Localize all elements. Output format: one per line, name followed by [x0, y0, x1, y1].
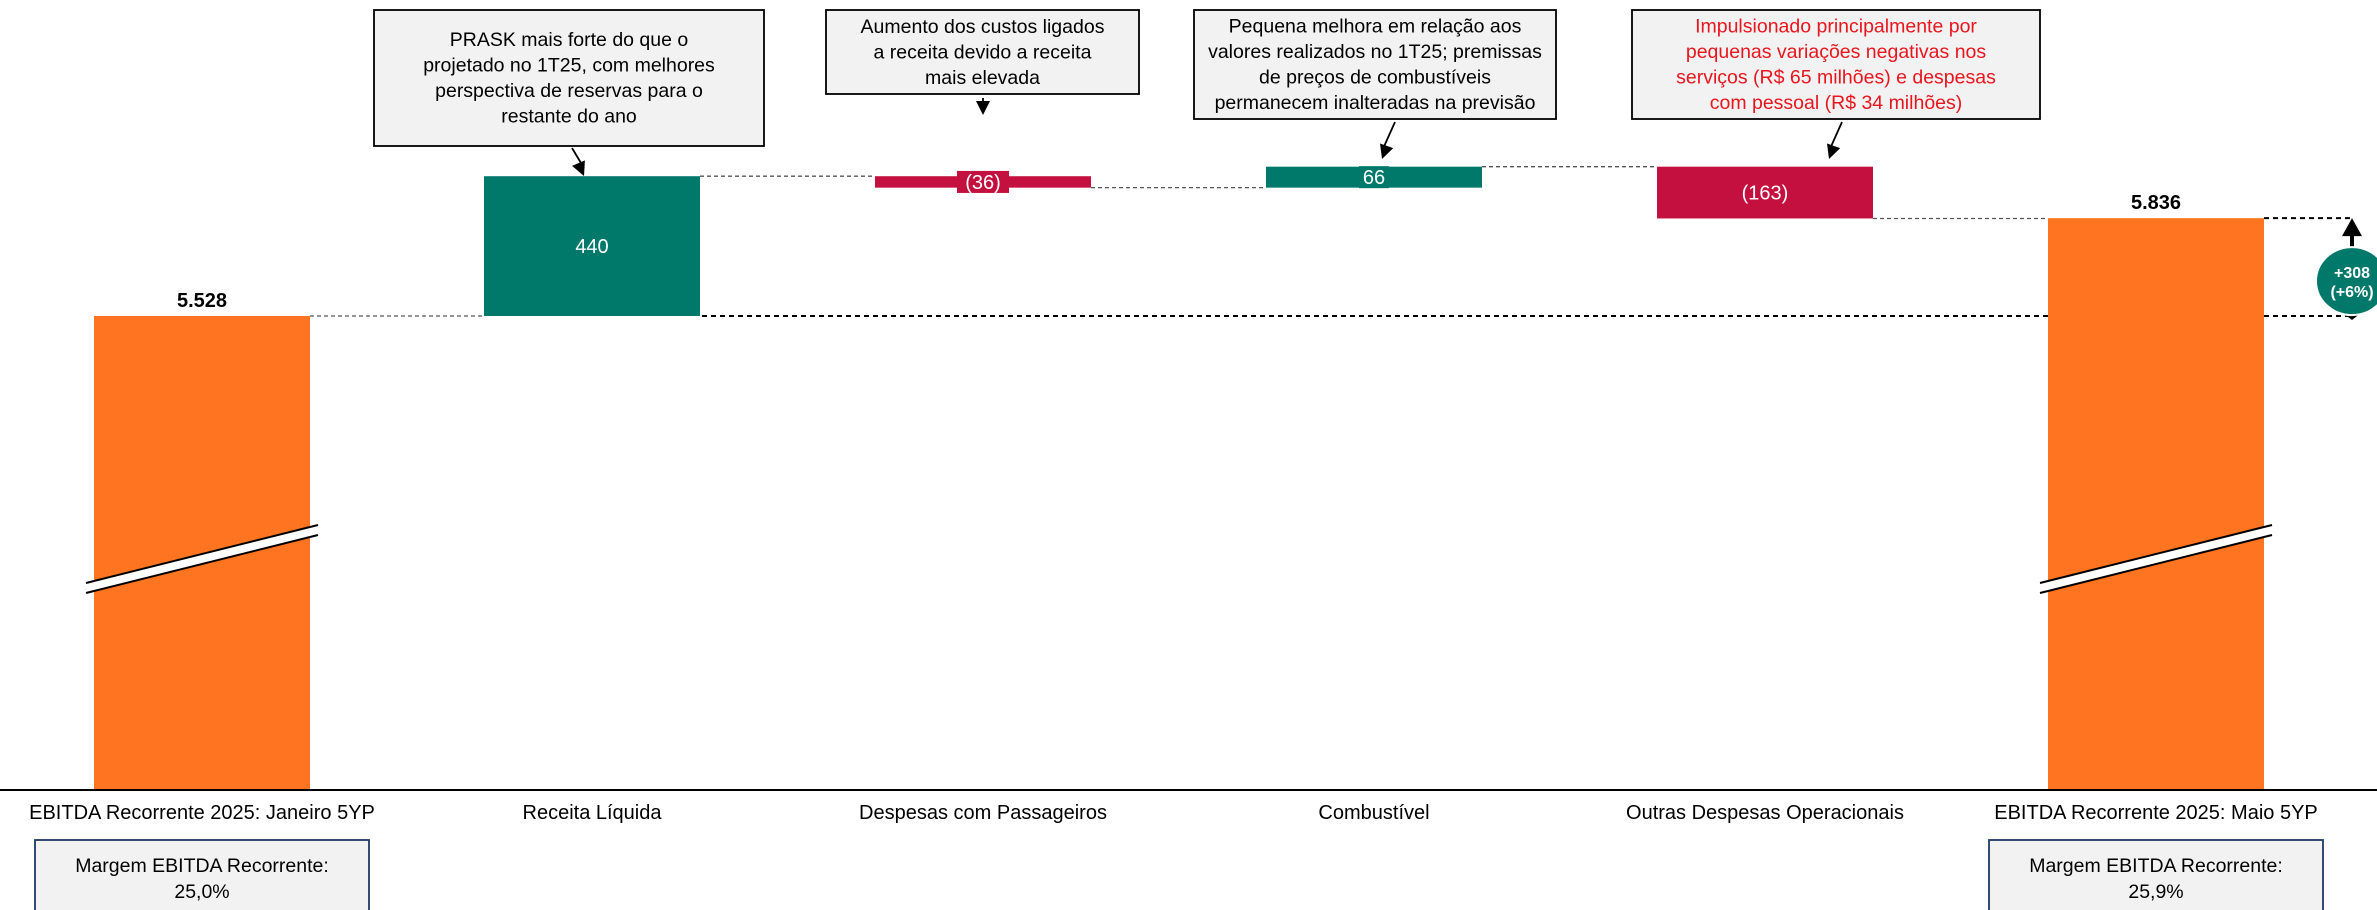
- category-label: Receita Líquida: [523, 802, 663, 824]
- axis-break-line: [85, 534, 319, 594]
- axis-break-line: [85, 524, 319, 584]
- callout-text-line: Aumento dos custos ligados: [861, 16, 1105, 38]
- callout-arrowhead: [1380, 143, 1394, 159]
- bar-total: [2048, 218, 2264, 790]
- callout-text-line: perspectiva de reservas para o: [435, 80, 703, 102]
- margin-box: [34, 839, 370, 910]
- callout-text-line: serviços (R$ 65 milhões) e despesas: [1676, 67, 1996, 89]
- axis-break-gap: [86, 525, 318, 593]
- category-label: Outras Despesas Operacionais: [1626, 802, 1904, 824]
- callout-text-line: projetado no 1T25, com melhores: [423, 55, 715, 77]
- callout-text-line: permanecem inalteradas na previsão: [1215, 92, 1536, 114]
- total-value-label: 5.836: [2131, 192, 2181, 214]
- margin-box-title: Margem EBITDA Recorrente:: [2029, 855, 2283, 877]
- callout-arrowhead: [1827, 143, 1841, 159]
- axis-break-line: [2039, 524, 2273, 584]
- callout-box: [1631, 9, 2041, 120]
- callout-text-line: Pequena melhora em relação aos: [1229, 16, 1522, 38]
- bar-label-box: [1359, 166, 1389, 189]
- callout-box: [825, 9, 1140, 95]
- callout-text-line: de preços de combustíveis: [1259, 67, 1491, 89]
- callout-text-line: pequenas variações negativas nos: [1686, 41, 1987, 63]
- margin-box-title: Margem EBITDA Recorrente:: [75, 855, 329, 877]
- callout-arrowhead: [572, 160, 585, 176]
- callout-text-line: mais elevada: [925, 67, 1040, 89]
- category-label: EBITDA Recorrente 2025: Maio 5YP: [1994, 802, 2318, 824]
- bar-decrease: [1657, 166, 1873, 219]
- bar-label-box: [957, 170, 1009, 193]
- callout-box: [1193, 9, 1557, 120]
- delta-arrowhead-up: [2342, 218, 2362, 237]
- margin-box: [1988, 839, 2324, 910]
- callout-text-line: com pessoal (R$ 34 milhões): [1710, 92, 1963, 114]
- callout-box: [373, 9, 765, 147]
- total-value-label: 5.528: [177, 290, 227, 312]
- bar-value-label: (163): [1742, 183, 1789, 205]
- bar-value-label: 440: [575, 236, 608, 258]
- delta-percent-label: (+6%): [2330, 284, 2373, 301]
- axis-break-line: [2039, 534, 2273, 594]
- margin-box-value: 25,9%: [2128, 881, 2183, 903]
- bar-increase: [484, 176, 700, 316]
- category-label: Despesas com Passageiros: [859, 802, 1107, 824]
- callout-text-line: a receita devido a receita: [874, 41, 1092, 63]
- bar-value-label: 66: [1363, 167, 1385, 189]
- callout-text-line: restante do ano: [501, 106, 637, 128]
- callout-arrowhead: [976, 101, 990, 115]
- callout-text-line: Impulsionado principalmente por: [1695, 16, 1977, 38]
- delta-badge: [2315, 246, 2377, 317]
- margin-box-value: 25,0%: [174, 881, 229, 903]
- callout-text-line: PRASK mais forte do que o: [450, 29, 689, 51]
- bar-value-label: (36): [965, 172, 1001, 194]
- category-label: EBITDA Recorrente 2025: Janeiro 5YP: [29, 802, 375, 824]
- callout-text-line: valores realizados no 1T25; premissas: [1208, 41, 1542, 63]
- delta-label: +308: [2334, 265, 2370, 282]
- axis-break-gap: [2040, 525, 2272, 593]
- category-label: Combustível: [1318, 802, 1429, 824]
